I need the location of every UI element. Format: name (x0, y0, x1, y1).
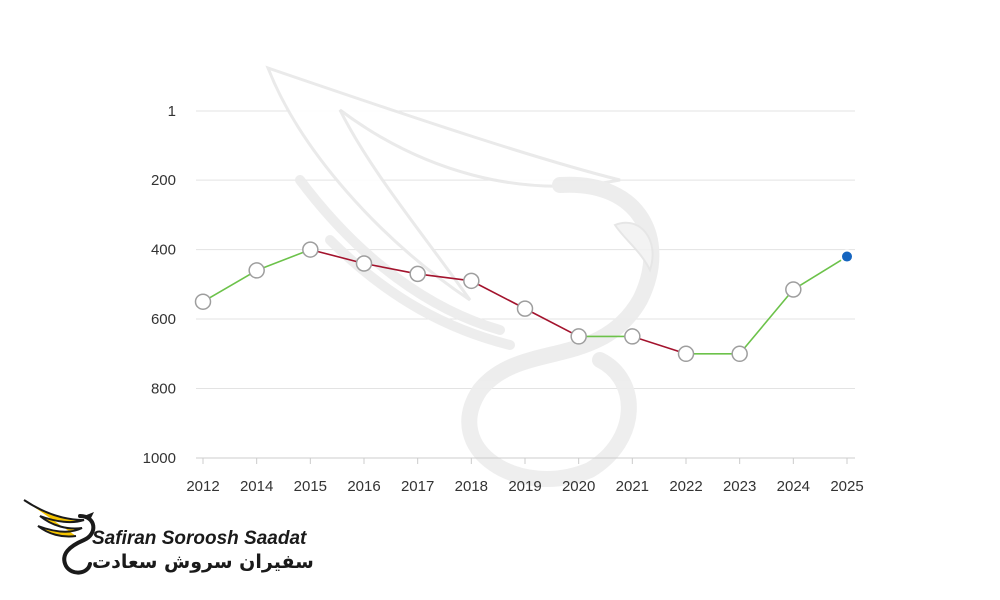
brand-name-persian: سفیران سروش سعادت (92, 551, 314, 573)
x-tick-label: 2018 (455, 478, 488, 495)
y-tick-label: 400 (151, 242, 176, 259)
x-tick-label: 2014 (240, 478, 273, 495)
y-tick-label: 1 (168, 103, 176, 120)
x-axis: 2012 2014 2015 2016 2017 2018 2019 2020 2021 2022… (186, 457, 864, 495)
data-point (731, 345, 748, 363)
x-tick-label: 2020 (562, 478, 595, 495)
x-tick-label: 2012 (186, 478, 219, 495)
data-point (302, 241, 319, 258)
x-tick-label: 2024 (777, 478, 810, 495)
y-tick-label: 600 (151, 311, 176, 328)
phoenix-watermark-icon (265, 65, 660, 487)
brand-logo-block: Safiran Soroosh Saadat سفیران سروش سعادت (22, 494, 314, 584)
x-tick-label: 2017 (401, 478, 434, 495)
data-point (785, 281, 802, 298)
brand-name-english: Safiran Soroosh Saadat (92, 528, 307, 549)
y-tick-label: 200 (151, 172, 176, 189)
x-tick-label: 2025 (830, 478, 863, 495)
y-tick-label: 1000 (143, 450, 176, 467)
data-point (355, 255, 373, 272)
data-point (677, 345, 695, 363)
line-segment (524, 307, 580, 338)
data-point (409, 265, 426, 283)
line-segment (470, 280, 526, 310)
data-point (624, 328, 641, 345)
line-segment (739, 289, 794, 355)
x-tick-label: 2022 (669, 478, 702, 495)
line-segment (417, 273, 472, 282)
data-point (516, 300, 534, 317)
line-segment (256, 248, 311, 272)
data-point (248, 262, 265, 279)
line-segment (363, 262, 418, 275)
x-tick-label: 2023 (723, 478, 756, 495)
series-line (202, 248, 848, 355)
data-point (570, 328, 587, 345)
phoenix-s-logo-icon (23, 499, 96, 575)
line-segment (310, 248, 365, 265)
y-axis: 1 200 400 600 800 1000 (143, 103, 176, 467)
highlight-point (840, 249, 854, 264)
x-tick-label: 2016 (347, 478, 380, 495)
data-point (194, 293, 212, 310)
line-segment (632, 335, 687, 355)
x-tick-label: 2015 (294, 478, 327, 495)
line-segment (202, 269, 258, 303)
y-tick-label: 800 (151, 381, 176, 398)
x-tick-label: 2019 (508, 478, 541, 495)
x-tick-label: 2021 (616, 478, 649, 495)
line-segment (792, 255, 848, 291)
series-points (194, 241, 854, 363)
data-point (463, 272, 480, 290)
